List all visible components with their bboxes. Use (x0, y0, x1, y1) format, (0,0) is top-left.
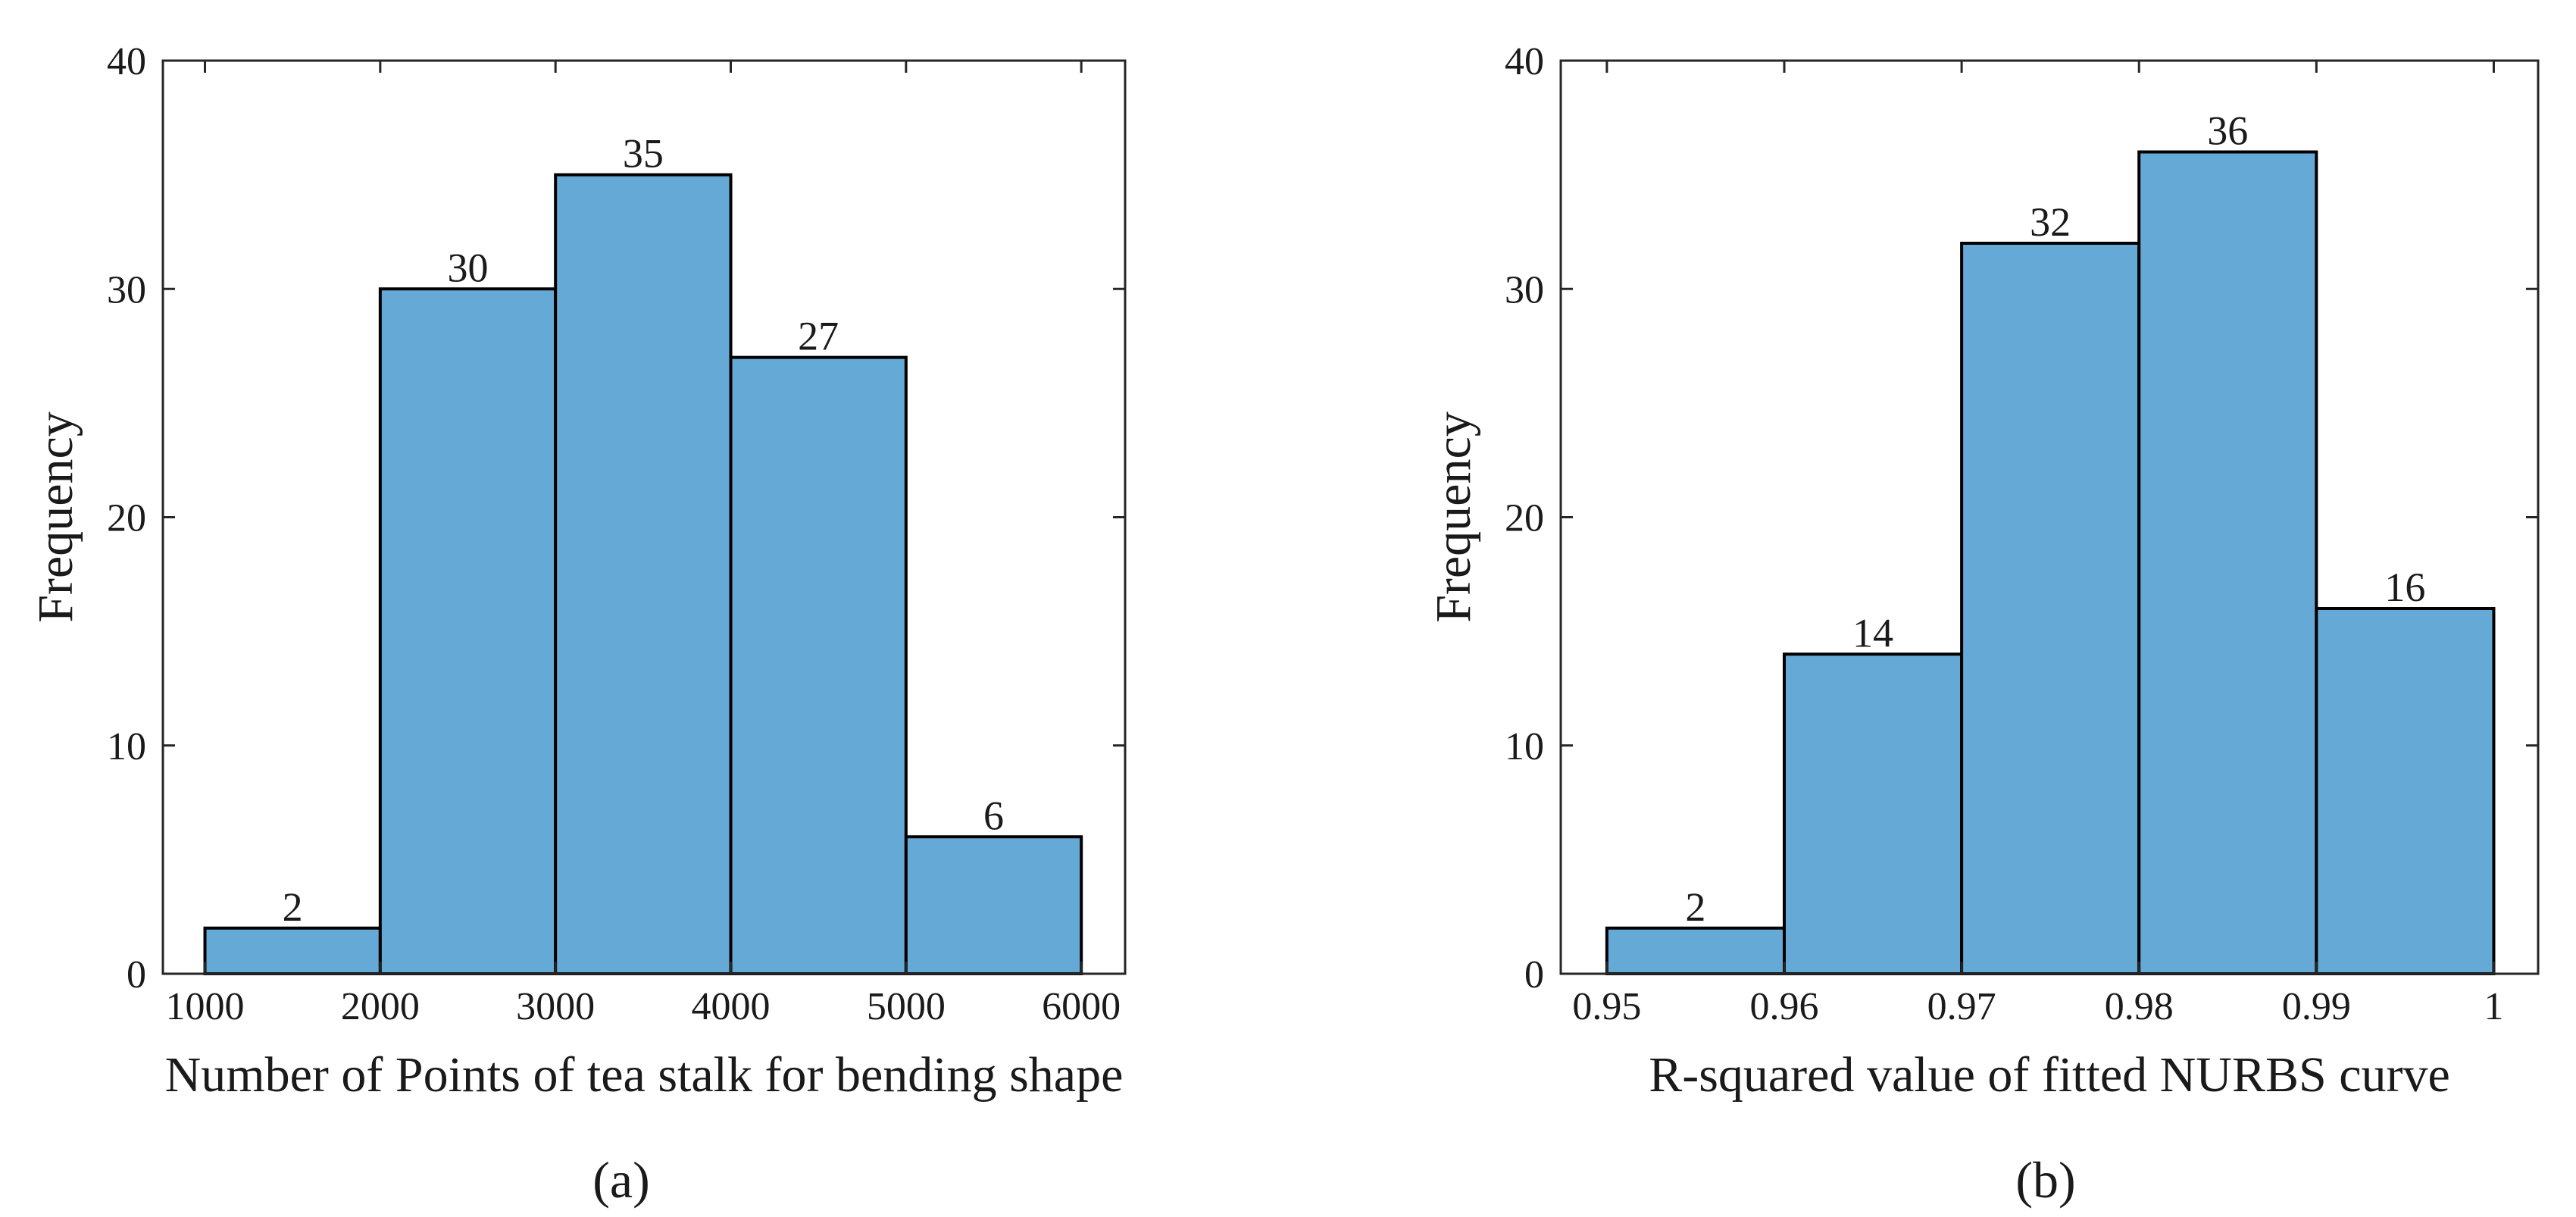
chart-2-ytick-label-1: 0 (1524, 953, 1544, 996)
chart-2-ytick-label-3: 20 (1505, 497, 1544, 540)
chart-2-bar-5 (2315, 607, 2496, 975)
chart-1-ytick-label-5: 40 (107, 40, 146, 83)
chart-1-ylabel: Frequency (28, 411, 83, 623)
chart-1-ytick-label-4: 30 (107, 268, 146, 311)
chart-1-xtick-label-3: 3000 (516, 985, 595, 1028)
chart-2-ytick-label-4: 30 (1505, 268, 1544, 311)
chart-2-bar-4 (2137, 150, 2318, 975)
chart-2-data-label-3: 32 (2030, 199, 2071, 245)
chart-1-ytick-label-1: 0 (127, 953, 146, 996)
chart-2-bar-2 (1782, 652, 1964, 975)
chart-1-data-label-5: 6 (983, 793, 1004, 838)
chart-2-data-label-5: 16 (2384, 565, 2425, 610)
chart-1-ytick-label-2: 10 (107, 725, 146, 768)
chart-2-ytick-label-2: 10 (1505, 725, 1544, 768)
chart-1-bar-1 (203, 926, 382, 975)
chart-2-xtick-label-2: 0.96 (1749, 985, 1818, 1028)
chart-2-xtick-label-1: 0.95 (1572, 985, 1641, 1028)
chart-1-bar-2 (378, 287, 558, 975)
chart-2-data-label-2: 14 (1852, 610, 1893, 655)
chart-2-xtick-label-4: 0.98 (2105, 985, 2174, 1028)
chart-1-xtick-label-2: 2000 (341, 985, 420, 1028)
chart-2-bar-1 (1605, 926, 1786, 975)
chart-1-ytick-label-3: 20 (107, 497, 146, 540)
chart-1-xlabel: Number of Points of tea stalk for bendin… (165, 1047, 1124, 1103)
chart-2-xlabel: R-squared value of fitted NURBS curve (1649, 1047, 2450, 1103)
chart-1-data-label-2: 30 (448, 245, 489, 290)
chart-1-xtick-label-4: 4000 (692, 985, 771, 1028)
chart-2-xtick-label-5: 0.99 (2282, 985, 2351, 1028)
chart-1-panel-caption: (a) (592, 1151, 649, 1209)
chart-2-ylabel: Frequency (1426, 411, 1481, 623)
chart-2-xtick-label-6: 1 (2484, 985, 2503, 1028)
chart-1-bar-5 (904, 835, 1083, 975)
chart-1-xtick-label-5: 5000 (867, 985, 946, 1028)
histogram-panel-a: 2 30 35 27 6 1000 2000 3000 4000 5000 6000 0 10 20 30 4… (28, 40, 1127, 1209)
chart-2-bar-3 (1960, 242, 2141, 975)
chart-1-data-label-1: 2 (283, 884, 303, 930)
chart-2-data-label-4: 36 (2207, 108, 2248, 154)
chart-1-xtick-label-1: 1000 (166, 985, 245, 1028)
chart-1-xtick-label-6: 6000 (1042, 985, 1121, 1028)
chart-1-bar-3 (554, 173, 733, 975)
chart-1-data-label-4: 27 (798, 314, 839, 359)
chart-1-bar-4 (729, 355, 908, 975)
chart-2-ytick-label-5: 40 (1505, 40, 1544, 83)
chart-1-data-label-3: 35 (623, 131, 664, 177)
chart-2-panel-caption: (b) (2015, 1151, 2075, 1209)
chart-2-data-label-1: 2 (1685, 884, 1705, 930)
chart-2-xtick-label-3: 0.97 (1927, 985, 1996, 1028)
